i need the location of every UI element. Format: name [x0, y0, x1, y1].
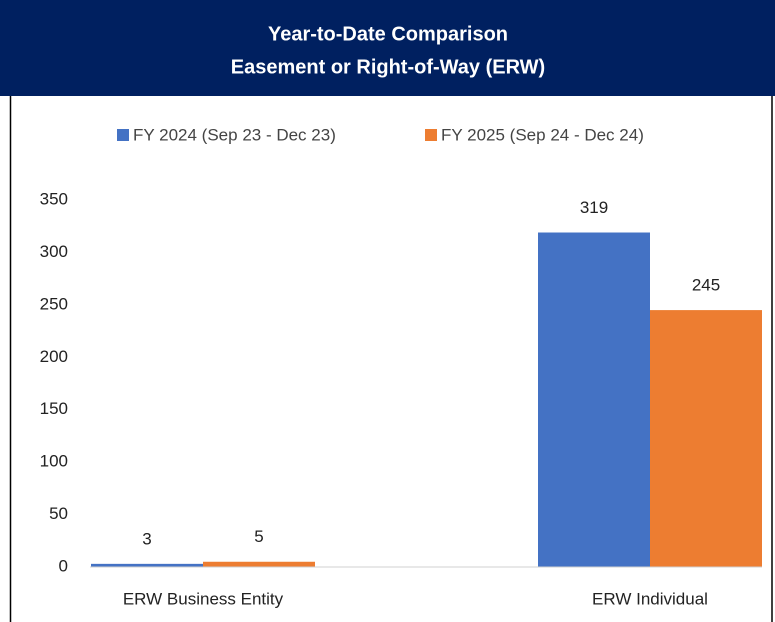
- y-tick-label: 0: [59, 556, 68, 575]
- legend-label: FY 2025 (Sep 24 - Dec 24): [441, 125, 644, 144]
- chart-subtitle: Easement or Right-of-Way (ERW): [231, 56, 545, 78]
- y-tick-label: 50: [49, 504, 68, 523]
- y-tick-label: 200: [40, 347, 68, 366]
- bar: [538, 232, 650, 567]
- legend-label: FY 2024 (Sep 23 - Dec 23): [133, 125, 336, 144]
- y-tick-label: 250: [40, 294, 68, 313]
- data-label: 5: [254, 527, 263, 546]
- x-tick-label: ERW Business Entity: [123, 589, 284, 608]
- bar: [91, 563, 203, 567]
- data-label: 319: [580, 198, 608, 217]
- y-tick-label: 350: [40, 189, 68, 208]
- y-tick-label: 300: [40, 242, 68, 261]
- bar: [203, 561, 315, 567]
- chart-title: Year-to-Date Comparison: [268, 23, 508, 45]
- bar: [650, 310, 762, 567]
- y-tick-label: 100: [40, 452, 68, 471]
- data-label: 245: [692, 276, 720, 295]
- data-label: 3: [142, 529, 151, 548]
- legend-swatch: [425, 129, 437, 141]
- header: [0, 0, 775, 96]
- legend-swatch: [117, 129, 129, 141]
- x-tick-label: ERW Individual: [592, 589, 708, 608]
- y-tick-label: 150: [40, 399, 68, 418]
